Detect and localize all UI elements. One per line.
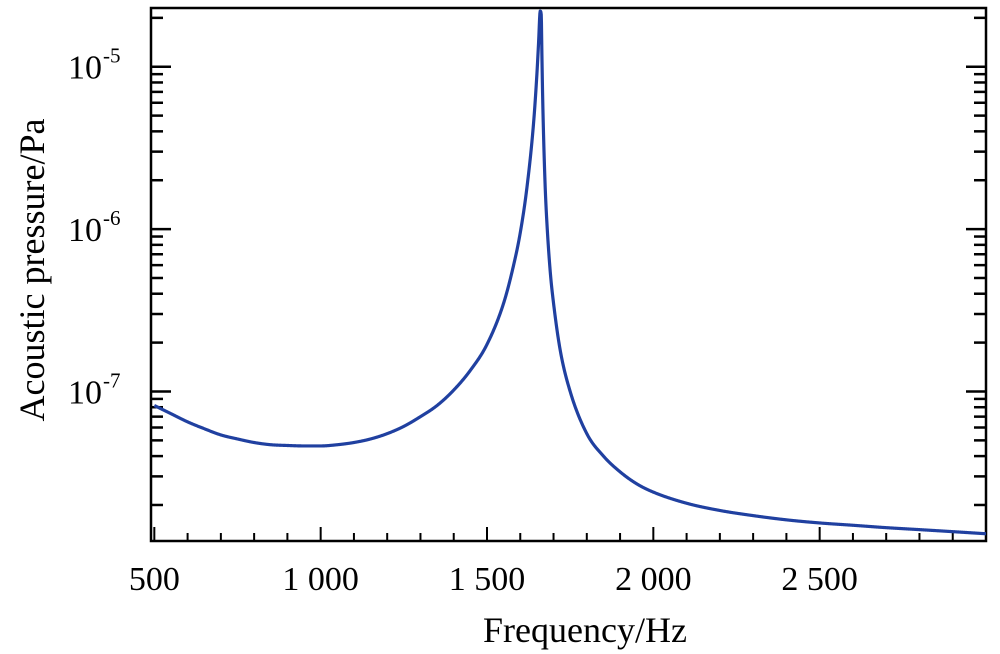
y-tick-label: 10 -5	[68, 44, 121, 87]
y-tick-label-base: 10	[68, 374, 102, 411]
series-layer	[153, 9, 986, 536]
y-axis-tick-labels: 10-710-610-5	[68, 44, 121, 412]
y-tick-label: 10 -7	[68, 368, 121, 411]
y-tick-label-exponent: -6	[103, 206, 121, 230]
x-axis-title: Frequency/Hz	[483, 610, 687, 650]
x-tick-label: 2 000	[615, 561, 692, 598]
x-axis-ticks	[153, 527, 987, 541]
y-tick-label-exponent: -7	[103, 368, 121, 392]
y-axis-title: Acoustic pressure/Pa	[12, 119, 52, 422]
y-axis-ticks-right	[966, 16, 986, 507]
x-tick-label: 2 500	[781, 561, 858, 598]
x-tick-label: 1 000	[282, 561, 359, 598]
y-tick-label: 10 -6	[68, 206, 121, 249]
x-tick-label: 1 500	[449, 561, 526, 598]
x-axis-tick-labels: 500 1 000 1 500 2 000 2 500	[129, 561, 858, 598]
x-tick-label: 500	[129, 561, 180, 598]
plot-frame	[149, 6, 988, 543]
y-tick-label-base: 10	[68, 212, 102, 249]
series-line	[153, 9, 986, 536]
y-tick-label-exponent: -5	[103, 44, 121, 68]
y-tick-label-base: 10	[68, 50, 102, 87]
y-axis-ticks-left	[151, 16, 171, 507]
